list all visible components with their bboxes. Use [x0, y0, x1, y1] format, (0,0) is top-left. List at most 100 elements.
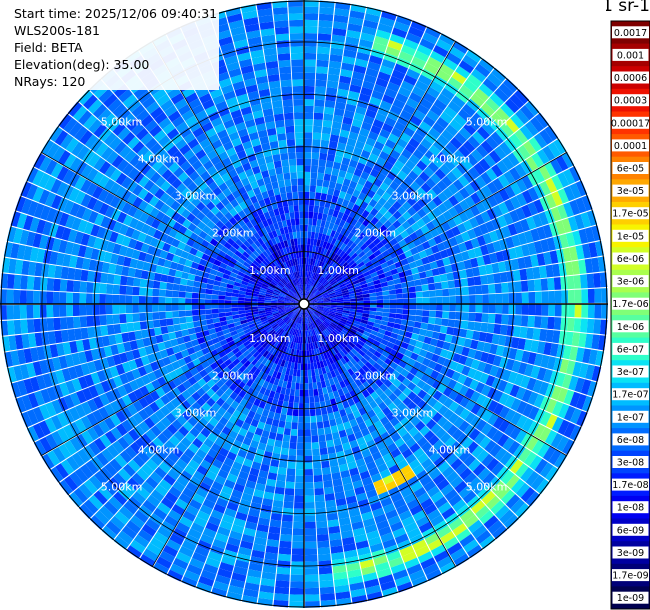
range-gate-cell — [108, 334, 117, 346]
range-gate-cell — [363, 165, 373, 175]
range-gate-cell — [332, 209, 340, 218]
range-gate-cell — [195, 149, 207, 160]
range-gate-cell — [455, 90, 470, 104]
range-gate-cell — [92, 185, 104, 199]
range-gate-cell — [368, 347, 377, 355]
range-gate-cell — [294, 308, 300, 314]
range-gate-cell — [317, 172, 325, 180]
range-gate-cell — [437, 444, 449, 456]
range-gate-cell — [388, 284, 396, 291]
range-gate-cell — [335, 293, 343, 297]
range-gate-cell — [436, 151, 449, 164]
range-gate-cell — [349, 328, 357, 334]
range-gate-cell — [449, 119, 463, 132]
range-gate-cell — [247, 473, 258, 483]
range-gate-cell — [319, 268, 324, 276]
range-gate-cell — [189, 367, 199, 376]
range-gate-cell — [320, 593, 336, 601]
range-gate-cell — [135, 377, 145, 388]
range-gate-cell — [421, 383, 432, 393]
range-gate-cell — [444, 334, 453, 343]
range-gate-cell — [311, 288, 317, 294]
range-gate-cell — [348, 131, 359, 141]
range-gate-cell — [249, 277, 257, 283]
range-gate-cell — [270, 425, 278, 434]
range-gate-cell — [231, 489, 243, 499]
range-gate-cell — [23, 378, 34, 394]
range-gate-cell — [310, 415, 317, 423]
range-gate-cell — [431, 268, 440, 276]
range-gate-cell — [574, 377, 585, 393]
range-gate-cell — [156, 359, 166, 369]
range-gate-cell — [273, 289, 281, 294]
range-gate-cell — [224, 507, 237, 518]
range-gate-cell — [132, 196, 143, 209]
range-gate-cell — [380, 497, 393, 508]
range-gate-cell — [152, 304, 159, 312]
range-gate-cell — [6, 289, 14, 304]
range-gate-cell — [250, 381, 258, 390]
range-gate-cell — [407, 475, 420, 487]
range-gate-cell — [277, 379, 284, 387]
range-gate-cell — [306, 257, 309, 265]
range-gate-cell — [298, 350, 302, 357]
range-gate-cell — [432, 412, 443, 423]
range-gate-cell — [332, 28, 347, 37]
range-gate-cell — [420, 182, 432, 193]
range-gate-cell — [277, 305, 285, 307]
range-gate-cell — [316, 421, 324, 429]
range-gate-cell — [145, 215, 155, 226]
range-gate-cell — [283, 428, 291, 436]
range-gate-cell — [134, 158, 147, 171]
range-gate-cell — [365, 67, 379, 78]
range-gate-cell — [351, 277, 359, 283]
range-gate-cell — [234, 455, 245, 465]
range-gate-cell — [442, 296, 450, 304]
range-gate-cell — [44, 175, 57, 192]
range-gate-cell — [211, 481, 224, 492]
range-gate-cell — [263, 491, 274, 500]
range-gate-cell — [343, 482, 354, 492]
range-gate-cell — [380, 580, 396, 591]
range-gate-cell — [274, 349, 280, 357]
range-gate-cell — [365, 109, 377, 119]
range-gate-cell — [182, 335, 191, 343]
range-gate-cell — [123, 341, 132, 352]
range-gate-cell — [181, 187, 192, 198]
range-gate-cell — [437, 461, 450, 473]
range-gate-cell — [268, 368, 275, 377]
range-gate-cell — [469, 179, 481, 192]
range-gate-cell — [407, 280, 415, 288]
range-gate-cell — [6, 305, 14, 320]
range-gate-cell — [223, 457, 235, 467]
range-gate-cell — [322, 248, 328, 256]
range-gate-cell — [309, 185, 316, 193]
range-gate-cell — [514, 349, 524, 362]
range-gate-cell — [294, 396, 300, 403]
range-gate-cell — [475, 505, 490, 520]
range-gate-cell — [169, 533, 184, 546]
range-gate-cell — [206, 165, 218, 176]
range-gate-cell — [313, 280, 318, 287]
range-gate-cell — [491, 334, 500, 345]
range-gate-cell — [396, 225, 406, 234]
range-gate-cell — [41, 331, 50, 346]
range-gate-cell — [417, 265, 426, 273]
range-gate-cell — [400, 341, 409, 350]
range-gate-cell — [375, 387, 384, 397]
range-gate-cell — [178, 304, 186, 311]
range-gate-cell — [359, 322, 367, 328]
range-gate-cell — [508, 247, 518, 260]
range-gate-cell — [240, 346, 248, 354]
range-gate-cell — [85, 293, 93, 304]
range-gate-cell — [341, 329, 349, 335]
range-gate-cell — [397, 481, 410, 493]
range-gate-cell — [32, 186, 44, 203]
range-gate-cell — [56, 343, 65, 357]
range-gate-cell — [565, 232, 576, 247]
range-gate-cell — [246, 387, 255, 396]
range-gate-cell — [193, 320, 201, 328]
range-gate-cell — [458, 385, 469, 396]
range-gate-cell — [361, 209, 370, 219]
range-gate-cell — [330, 306, 337, 309]
